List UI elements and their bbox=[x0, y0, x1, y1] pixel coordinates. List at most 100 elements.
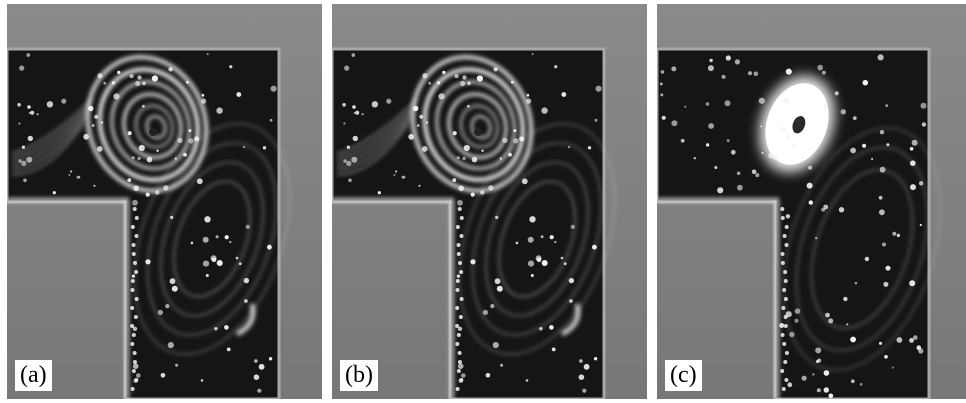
tracer-particle bbox=[229, 240, 232, 244]
tracer-particle bbox=[244, 299, 248, 303]
tracer-particle bbox=[896, 233, 901, 238]
tracer-particle bbox=[393, 174, 396, 176]
tracer-particle bbox=[455, 387, 460, 391]
tracer-particle bbox=[913, 335, 918, 340]
vortex-streak bbox=[97, 67, 200, 182]
tracer-particle bbox=[526, 93, 530, 97]
tracer-particle bbox=[526, 98, 532, 104]
vortex-streak bbox=[485, 161, 589, 317]
tracer-particle bbox=[346, 145, 350, 149]
vortex-group bbox=[336, 53, 616, 393]
tracer-particle bbox=[783, 360, 788, 364]
tracer-particle bbox=[413, 105, 419, 112]
tracer-particle bbox=[467, 104, 470, 108]
tracer-particle bbox=[27, 105, 31, 109]
tracer-particle bbox=[458, 261, 463, 265]
tracer-particle bbox=[456, 243, 461, 247]
tracer-particle bbox=[138, 144, 145, 152]
tracer-particle bbox=[133, 261, 138, 265]
tracer-particle bbox=[131, 252, 136, 256]
tracer-particle bbox=[371, 101, 379, 108]
tracer-particle bbox=[459, 297, 464, 301]
tracer-particle bbox=[783, 315, 788, 319]
flow-image-a bbox=[7, 4, 322, 399]
tracer-particle bbox=[843, 296, 848, 302]
tracer-particle bbox=[909, 280, 916, 287]
tracer-particle bbox=[579, 359, 583, 363]
tracer-particle bbox=[26, 156, 33, 163]
tracer-particle bbox=[879, 341, 882, 345]
tracer-particle bbox=[529, 216, 536, 223]
tracer-particle bbox=[780, 216, 785, 220]
tracer-particle bbox=[117, 70, 121, 75]
tracer-particle bbox=[258, 363, 265, 370]
tracer-particle bbox=[671, 66, 677, 72]
tracer-particle bbox=[783, 279, 788, 283]
tracer-particle bbox=[730, 149, 736, 155]
tracer-particle bbox=[26, 53, 31, 57]
tracer-particle bbox=[145, 259, 151, 265]
flow-image-c bbox=[657, 4, 966, 399]
panel-b: (b) bbox=[332, 4, 647, 399]
tracer-particle bbox=[823, 107, 827, 111]
tracer-particle bbox=[361, 113, 364, 116]
tracer-particle bbox=[659, 82, 663, 86]
tracer-particle bbox=[459, 378, 464, 382]
tracer-particle bbox=[68, 174, 71, 176]
tracer-particle bbox=[726, 139, 730, 143]
panel-label-c: (c) bbox=[665, 360, 702, 391]
vortex-streak bbox=[173, 180, 251, 298]
tracer-particle bbox=[593, 357, 598, 361]
vortex-streak bbox=[498, 180, 576, 298]
tracer-particle bbox=[395, 170, 398, 173]
tracer-particle bbox=[352, 105, 356, 109]
tracer-particle bbox=[911, 139, 918, 146]
tracer-particle bbox=[871, 157, 874, 161]
tracer-particle bbox=[169, 278, 176, 285]
tracer-particle bbox=[454, 74, 459, 79]
tracer-particle bbox=[130, 288, 135, 292]
tracer-particle bbox=[471, 156, 478, 163]
vortex-streak bbox=[458, 122, 616, 356]
tracer-particle bbox=[467, 81, 471, 86]
tracer-particle bbox=[551, 347, 556, 352]
streak-line bbox=[11, 122, 85, 175]
tracer-particle bbox=[493, 67, 498, 72]
tracer-particle bbox=[253, 374, 260, 381]
tracer-particle bbox=[470, 192, 475, 197]
vortex-streak bbox=[470, 115, 492, 139]
tracer-particle bbox=[886, 143, 890, 147]
vortex-streak bbox=[459, 104, 499, 149]
tracer-particle bbox=[583, 363, 590, 370]
tracer-particle bbox=[882, 242, 886, 247]
tracer-particle bbox=[806, 182, 813, 189]
panel-a: (a) bbox=[7, 4, 322, 399]
tracer-particle bbox=[455, 279, 460, 283]
tracer-particle bbox=[560, 256, 564, 260]
tracer-particle bbox=[721, 74, 726, 79]
tracer-particle bbox=[916, 345, 922, 351]
tracer-particle bbox=[401, 175, 405, 179]
tracer-particle bbox=[549, 325, 554, 330]
tracer-particle bbox=[97, 73, 103, 79]
vortex-streak bbox=[122, 92, 183, 159]
tracer-particle bbox=[541, 107, 548, 114]
tracer-particle bbox=[132, 199, 138, 206]
tracer-particle bbox=[94, 114, 99, 119]
tracer-particle bbox=[920, 102, 927, 109]
tracer-particle bbox=[188, 129, 192, 133]
tracer-particle bbox=[353, 111, 356, 114]
tracer-particle bbox=[476, 75, 483, 82]
vortex-streak bbox=[471, 142, 603, 336]
tracer-particle bbox=[825, 312, 830, 318]
tracer-particle bbox=[206, 53, 209, 56]
tracer-particle bbox=[419, 114, 424, 119]
tracer-particle bbox=[499, 157, 502, 160]
tracer-particle bbox=[201, 93, 205, 97]
tracer-particle bbox=[828, 393, 834, 399]
tracer-particle bbox=[877, 54, 884, 61]
tracer-particle bbox=[216, 107, 223, 114]
tracer-particle bbox=[27, 135, 33, 142]
tracer-particle bbox=[174, 157, 177, 160]
tracer-particle bbox=[96, 146, 103, 152]
